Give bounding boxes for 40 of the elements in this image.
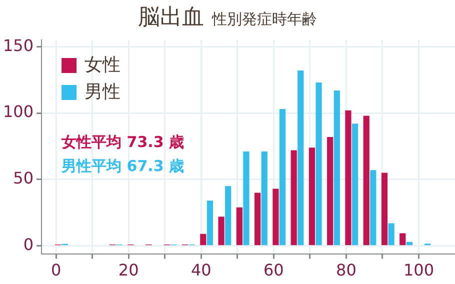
bar — [236, 207, 242, 246]
legend-label: 女性 — [84, 54, 121, 76]
y-tick-label: 50 — [13, 168, 34, 188]
bar — [327, 136, 334, 246]
bar — [200, 234, 206, 246]
annotation: 女性平均 73.3 歳 — [60, 132, 184, 151]
legend-label: 男性 — [84, 82, 121, 103]
x-tick-label: 0 — [50, 260, 62, 280]
bar — [334, 90, 340, 246]
x-tick-label: 60 — [263, 260, 284, 280]
bar — [381, 172, 388, 246]
bar — [218, 216, 224, 246]
bar — [206, 200, 214, 246]
bar — [363, 116, 370, 246]
bar — [298, 70, 304, 246]
x-tick-label: 100 — [403, 260, 434, 280]
bar — [406, 242, 412, 246]
y-tick-label: 150 — [2, 36, 34, 55]
x-tick-label: 20 — [118, 260, 139, 280]
annotation: 男性平均 67.3 歳 — [60, 156, 184, 175]
bar — [400, 233, 406, 246]
bar — [388, 223, 394, 246]
bar — [352, 124, 358, 246]
y-tick-label: 0 — [23, 234, 34, 254]
x-tick-label: 80 — [336, 260, 356, 280]
bar — [225, 186, 232, 246]
bar — [279, 109, 286, 246]
bar — [254, 192, 261, 246]
bar — [290, 150, 297, 246]
chart-subtitle: 性別発症時年齢 — [212, 10, 317, 28]
bar — [345, 110, 352, 246]
bar — [308, 148, 316, 246]
bar — [272, 188, 279, 246]
bar — [370, 170, 376, 246]
bar — [243, 152, 250, 246]
chart-title: 脳出血 — [138, 5, 204, 30]
x-tick-label: 40 — [190, 260, 212, 280]
bar — [261, 152, 268, 246]
y-tick-label: 100 — [2, 102, 34, 122]
bar — [316, 82, 322, 246]
